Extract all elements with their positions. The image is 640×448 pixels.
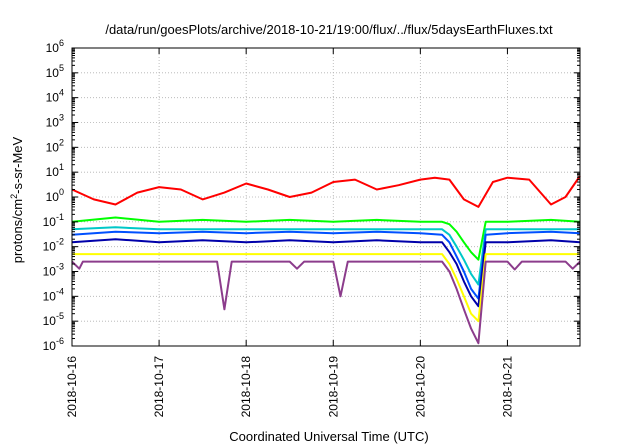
x-tick-label: 2018-10-19 — [326, 356, 340, 418]
y-tick-label: 103 — [46, 113, 64, 130]
y-tick-label: 10-2 — [43, 237, 64, 254]
y-tick-labels: 10-6 10-5 10-4 10-3 10-2 10-1 100 101 102 103 104 1… — [43, 38, 64, 353]
y-tick-label: 10-3 — [43, 262, 64, 279]
series-line-6 — [72, 253, 580, 323]
y-tick-label: 10-1 — [43, 212, 64, 229]
series-line-1 — [71, 175, 581, 208]
x-tick-label: 2018-10-16 — [65, 356, 79, 418]
series-layer — [71, 175, 581, 345]
x-tick-label: 2018-10-20 — [413, 356, 427, 418]
y-axis-label: protons/cm2-s-sr-MeV — [9, 136, 25, 263]
y-tick-label: 105 — [46, 63, 64, 80]
x-tick-label: 2018-10-21 — [500, 356, 514, 418]
y-tick-label: 101 — [46, 162, 64, 179]
x-tick-labels: 2018-10-16 2018-10-17 2018-10-18 2018-10-19… — [65, 356, 514, 418]
series-line-4 — [71, 230, 581, 300]
y-tick-label: 10-5 — [43, 311, 64, 328]
y-tick-label: 10-4 — [43, 286, 64, 303]
tick-marks — [71, 47, 580, 347]
y-axis-label-base: protons/cm — [10, 199, 25, 263]
x-tick-label: 2018-10-18 — [239, 356, 253, 418]
x-tick-label: 2018-10-17 — [152, 356, 166, 418]
plot-frame — [71, 47, 581, 347]
grid-lines — [71, 47, 580, 347]
series-line-5 — [71, 238, 581, 308]
y-tick-label: 10-6 — [43, 336, 64, 353]
series-line-2 — [71, 216, 581, 261]
y-tick-label: 100 — [46, 187, 64, 204]
y-axis-label-sup: 2 — [9, 194, 19, 199]
y-tick-label: 106 — [46, 38, 64, 55]
y-tick-label: 102 — [46, 137, 64, 154]
y-axis-label-rest: -s-sr-MeV — [10, 136, 25, 193]
series-line-7 — [71, 260, 581, 345]
series-line-3 — [71, 226, 580, 286]
x-axis-label: Coordinated Universal Time (UTC) — [229, 429, 428, 444]
chart-title: /data/run/goesPlots/archive/2018-10-21/1… — [105, 22, 553, 37]
y-tick-label: 104 — [46, 88, 64, 105]
